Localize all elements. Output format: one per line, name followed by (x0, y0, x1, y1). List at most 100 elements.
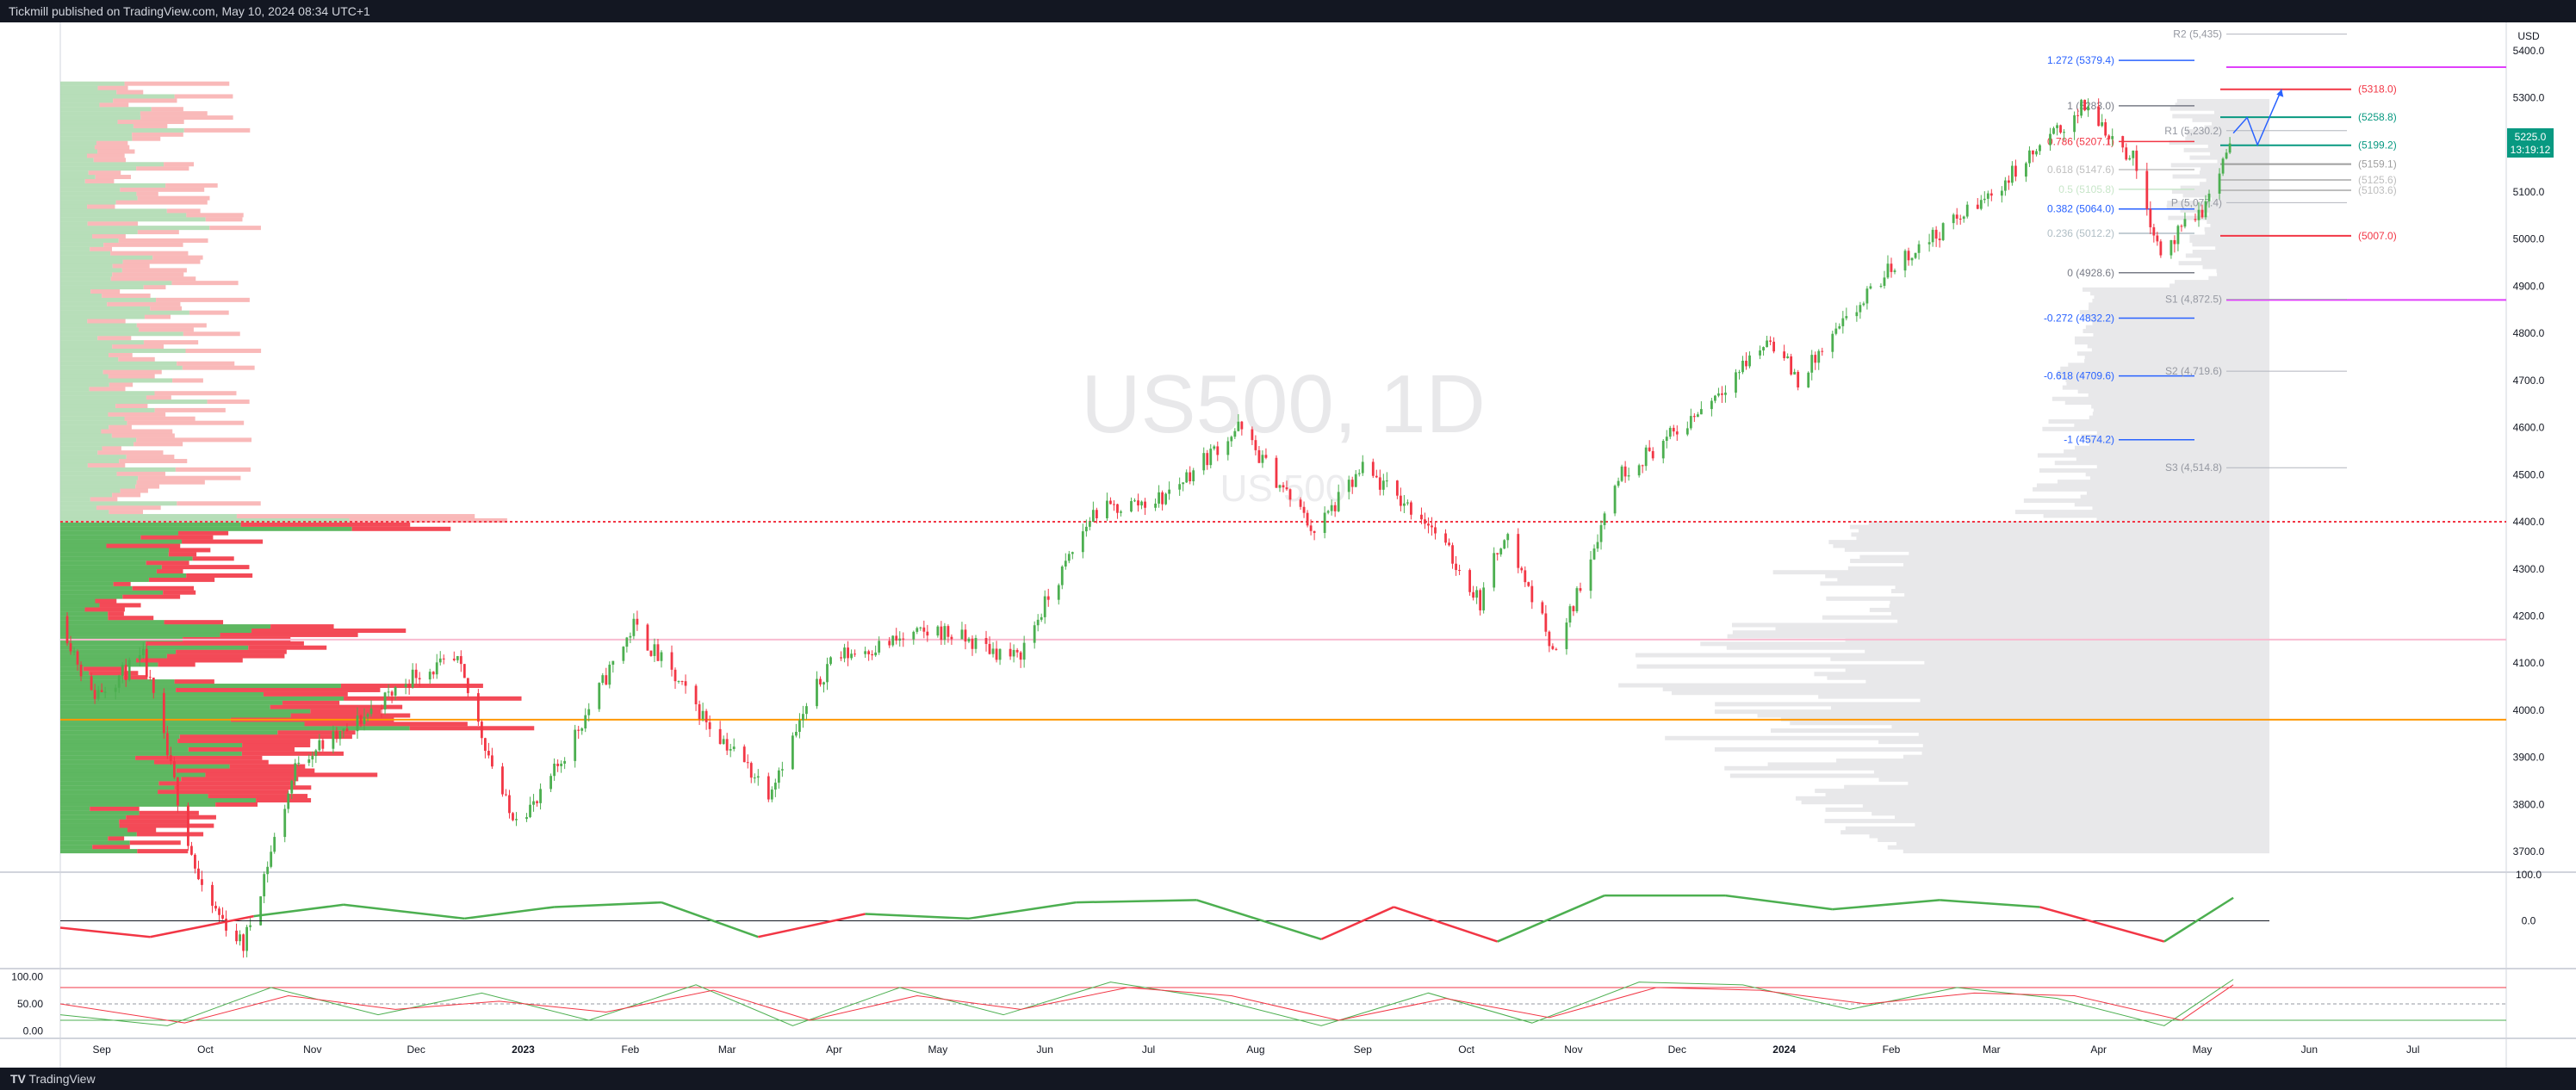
candle-up (2183, 219, 2187, 227)
candle-down (1648, 447, 1651, 451)
visible-profile-bar (2175, 280, 2269, 285)
profile-bar-up (60, 217, 206, 222)
target-label: (5318.0) (2358, 84, 2397, 96)
candle-up (611, 660, 615, 666)
candle-down (2007, 180, 2010, 183)
profile-bar-up (60, 726, 410, 731)
candles (65, 98, 2231, 958)
profile-bar-down (108, 611, 124, 616)
visible-profile-bar (2185, 136, 2269, 141)
visible-profile-bar (1845, 826, 2269, 831)
candle-down (1530, 585, 1534, 603)
candle-down (1548, 631, 1551, 647)
chart[interactable]: US500, 1D US 500 1.272 (5379.4)1 (5283.0… (0, 22, 2576, 1068)
profile-bar-down (161, 565, 250, 570)
profile-bar-down (270, 704, 403, 709)
candle-down (1313, 530, 1316, 533)
candle-down (466, 678, 469, 694)
profile-bar-up (60, 162, 164, 167)
candle-up (653, 644, 656, 656)
candle-up (515, 819, 518, 821)
profile-bar-down (90, 806, 140, 811)
candle-up (1738, 372, 1741, 374)
visible-profile-bar (1924, 660, 2269, 666)
profile-bar-down (188, 746, 295, 752)
profile-bar-down (185, 348, 262, 353)
profile-bar-down (123, 675, 148, 680)
visible-profile-bar (1871, 811, 2269, 816)
profile-bar-up (60, 433, 112, 438)
candle-down (1206, 453, 1209, 466)
visible-profile-bar (1729, 773, 2269, 778)
profile-bar-up (60, 653, 167, 659)
profile-bar-up (60, 785, 175, 790)
profile-bar-down (132, 585, 195, 591)
candle-down (1309, 525, 1313, 531)
candle-down (69, 643, 72, 652)
profile-bar-up (60, 543, 107, 548)
candle-up (2035, 151, 2038, 155)
candle-up (1033, 625, 1036, 643)
indicator-rsi: 100.0 0.0 (59, 869, 2542, 943)
candle-up (1838, 325, 1841, 329)
candle-down (335, 731, 338, 740)
visible-profile-bar (2092, 412, 2269, 417)
fib-label: 0.236 (5012.2) (2047, 227, 2114, 239)
x-tick-label: Jun (1037, 1044, 1053, 1056)
profile-bar-down (89, 387, 126, 392)
visible-profile-bar (2171, 189, 2269, 194)
y-tick-label: 4300.0 (2513, 563, 2545, 575)
candle-up (1893, 270, 1896, 272)
candle-down (536, 801, 538, 803)
visible-profile-bar (2014, 510, 2269, 515)
profile-bar-down (84, 607, 125, 612)
candle-up (1903, 251, 1907, 271)
y-tick-label: 4100.0 (2513, 657, 2545, 669)
visible-profile-bar (2167, 201, 2269, 206)
profile-bar-up (60, 123, 133, 128)
visible-profile-bar (2062, 385, 2269, 390)
profile-bar-down (93, 158, 127, 163)
candle-up (1158, 492, 1160, 504)
visible-profile-bar (2200, 182, 2269, 187)
candle-down (2200, 209, 2204, 218)
visible-profile-bar (2084, 359, 2269, 363)
visible-profile-bar (2096, 517, 2269, 522)
profile-bar-up (60, 136, 133, 141)
candle-down (1938, 238, 1941, 240)
profile-bar-up (60, 556, 193, 561)
candle-down (2152, 226, 2156, 236)
indicator1-segment (758, 913, 866, 938)
candle-up (1748, 355, 1751, 367)
candle-up (1499, 548, 1503, 554)
visible-profile-bar (1844, 784, 2269, 790)
y-tick-label: 4700.0 (2513, 375, 2545, 387)
profile-bar-down (87, 319, 126, 324)
candle-up (529, 804, 531, 818)
candle-down (1431, 525, 1433, 528)
profile-bar-down (109, 424, 132, 430)
candle-up (1012, 649, 1015, 657)
profile-bar-up (60, 484, 136, 489)
profile-bar-up (60, 132, 133, 137)
visible-profile-bar (2074, 423, 2269, 428)
profile-bar-up (60, 768, 177, 773)
profile-bar-up (60, 361, 177, 366)
profile-bar-down (137, 849, 189, 854)
visible-profile-bar (2090, 291, 2269, 296)
candle-up (2221, 158, 2225, 174)
candle-down (76, 651, 79, 665)
profile-bar-down (165, 183, 218, 188)
profile-bar-down (146, 560, 189, 566)
target-label: (5199.2) (2358, 139, 2397, 152)
candle-down (2159, 241, 2163, 256)
profile-bar-down (136, 832, 204, 837)
profile-bar-up (60, 255, 153, 260)
candle-up (753, 777, 756, 779)
candle-up (1941, 223, 1945, 240)
x-tick-label: Sep (92, 1044, 111, 1056)
profile-bar-down (182, 365, 255, 370)
profile-bar-down (109, 510, 144, 515)
candle-down (2104, 122, 2107, 136)
candle-up (366, 714, 369, 717)
